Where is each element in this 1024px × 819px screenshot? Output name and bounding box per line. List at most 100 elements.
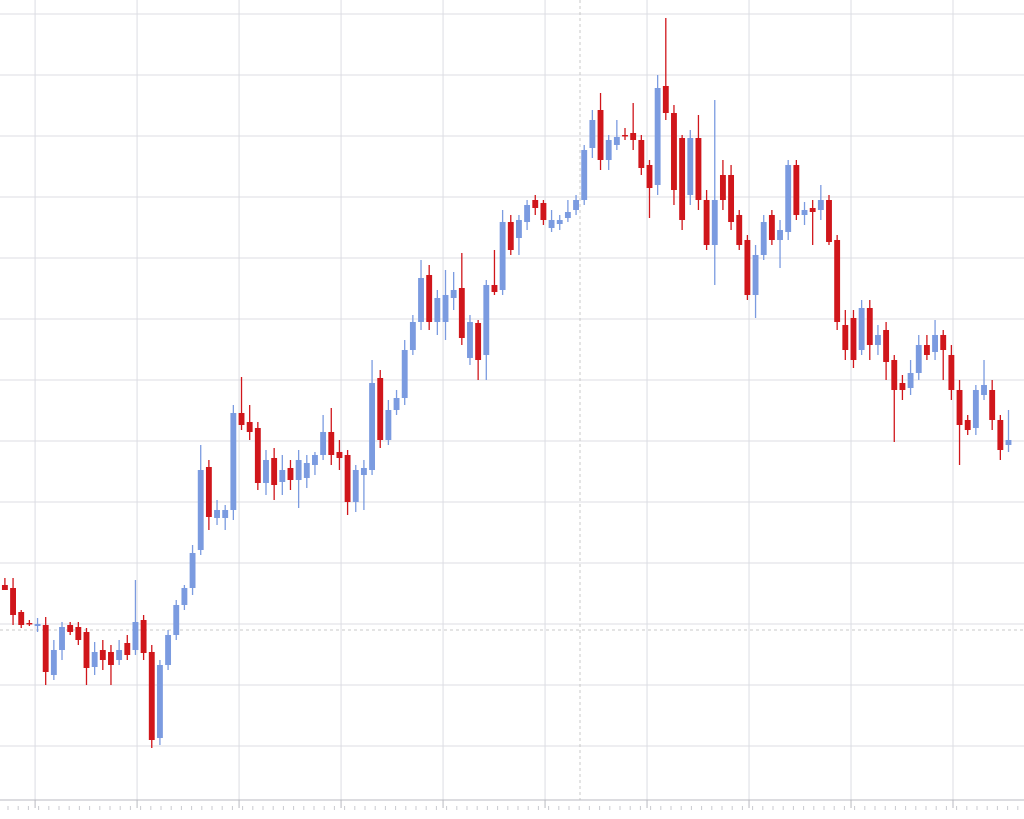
candle-body (83, 632, 90, 668)
candle-body (303, 463, 310, 478)
candle-body (915, 345, 922, 373)
candle-body (891, 360, 898, 390)
candle-body (613, 137, 620, 145)
candle-body (214, 510, 220, 518)
candle-body (907, 373, 914, 388)
candle-body (507, 222, 514, 250)
candle-body (230, 413, 237, 510)
candle-body (75, 627, 82, 640)
candle-body (515, 220, 522, 238)
candle-body (116, 650, 123, 660)
candle-body (671, 113, 677, 190)
candle-body (850, 318, 857, 360)
candle-body (91, 652, 98, 667)
candle-body (173, 605, 180, 635)
candle-body (589, 120, 596, 148)
candle-body (377, 378, 384, 440)
candle-body (719, 175, 726, 200)
candle-body (752, 255, 759, 295)
candle-body (450, 290, 457, 298)
x-axis (0, 799, 1024, 810)
candle-body (597, 110, 604, 160)
candle-body (59, 627, 65, 650)
candle-body (605, 140, 612, 160)
candle-body (26, 623, 33, 625)
candle-body (858, 308, 865, 350)
candle-body (654, 88, 661, 185)
candle-body (442, 295, 449, 322)
candle-body (687, 138, 694, 195)
candle-body (222, 510, 229, 518)
candle-body (899, 383, 906, 390)
candle-body (181, 588, 188, 605)
candle-body (132, 622, 139, 650)
candle-body (18, 612, 25, 625)
candle-body (124, 643, 131, 655)
candle-body (695, 138, 702, 200)
candle-body (287, 468, 294, 480)
candle-body (360, 468, 367, 475)
candle-body (271, 458, 278, 485)
candle-body (760, 222, 767, 255)
candle-body (630, 133, 637, 140)
candle-body (165, 635, 172, 665)
candle-body (540, 203, 547, 220)
candle-body (809, 208, 816, 212)
candle-body (581, 150, 588, 200)
candle-body (785, 165, 792, 232)
candle-body (401, 350, 408, 398)
candle-body (279, 470, 286, 482)
candle-body (932, 335, 939, 352)
candle-body (418, 278, 424, 322)
candle-body (197, 470, 204, 550)
candle-body (238, 413, 245, 425)
candle-body (42, 625, 49, 672)
candle-body (956, 390, 963, 425)
candle-body (940, 335, 947, 350)
candle-body (662, 86, 669, 113)
candle-body (842, 325, 849, 350)
candle-body (703, 200, 710, 245)
candle-body (467, 322, 473, 358)
candle-body (972, 390, 979, 428)
candle-body (573, 200, 579, 210)
candle-body (548, 220, 555, 228)
candle-body (491, 285, 498, 292)
candle-body (1005, 440, 1012, 445)
candle-body (638, 140, 645, 168)
candle-body (499, 222, 506, 290)
candle-body (964, 420, 971, 430)
candle-body (458, 288, 465, 338)
candle-body (34, 624, 41, 626)
candle-body (99, 650, 106, 660)
candle-body (369, 383, 376, 470)
candle-body (393, 398, 400, 410)
candle-body (801, 210, 808, 215)
candle-body (777, 230, 783, 240)
candle-body (385, 410, 392, 440)
candle-body (336, 452, 343, 458)
candle-body (646, 165, 653, 188)
candle-body (475, 323, 482, 360)
candle-body (826, 200, 832, 242)
candle-body (148, 652, 155, 740)
candle-body (205, 467, 212, 517)
candle-body (989, 390, 996, 420)
candle-body (711, 200, 718, 245)
candles (1, 18, 1012, 748)
candle-body (254, 428, 261, 483)
candle-body (10, 588, 16, 615)
candle-body (1, 585, 8, 590)
candle-body (736, 215, 743, 245)
candle-body (679, 138, 686, 220)
candle-body (817, 200, 824, 210)
candle-body (834, 240, 841, 322)
candle-body (67, 625, 74, 632)
candle-body (108, 652, 114, 665)
candle-body (793, 165, 800, 215)
candle-body (923, 345, 930, 355)
candle-body (263, 460, 269, 483)
candle-body (426, 275, 433, 322)
